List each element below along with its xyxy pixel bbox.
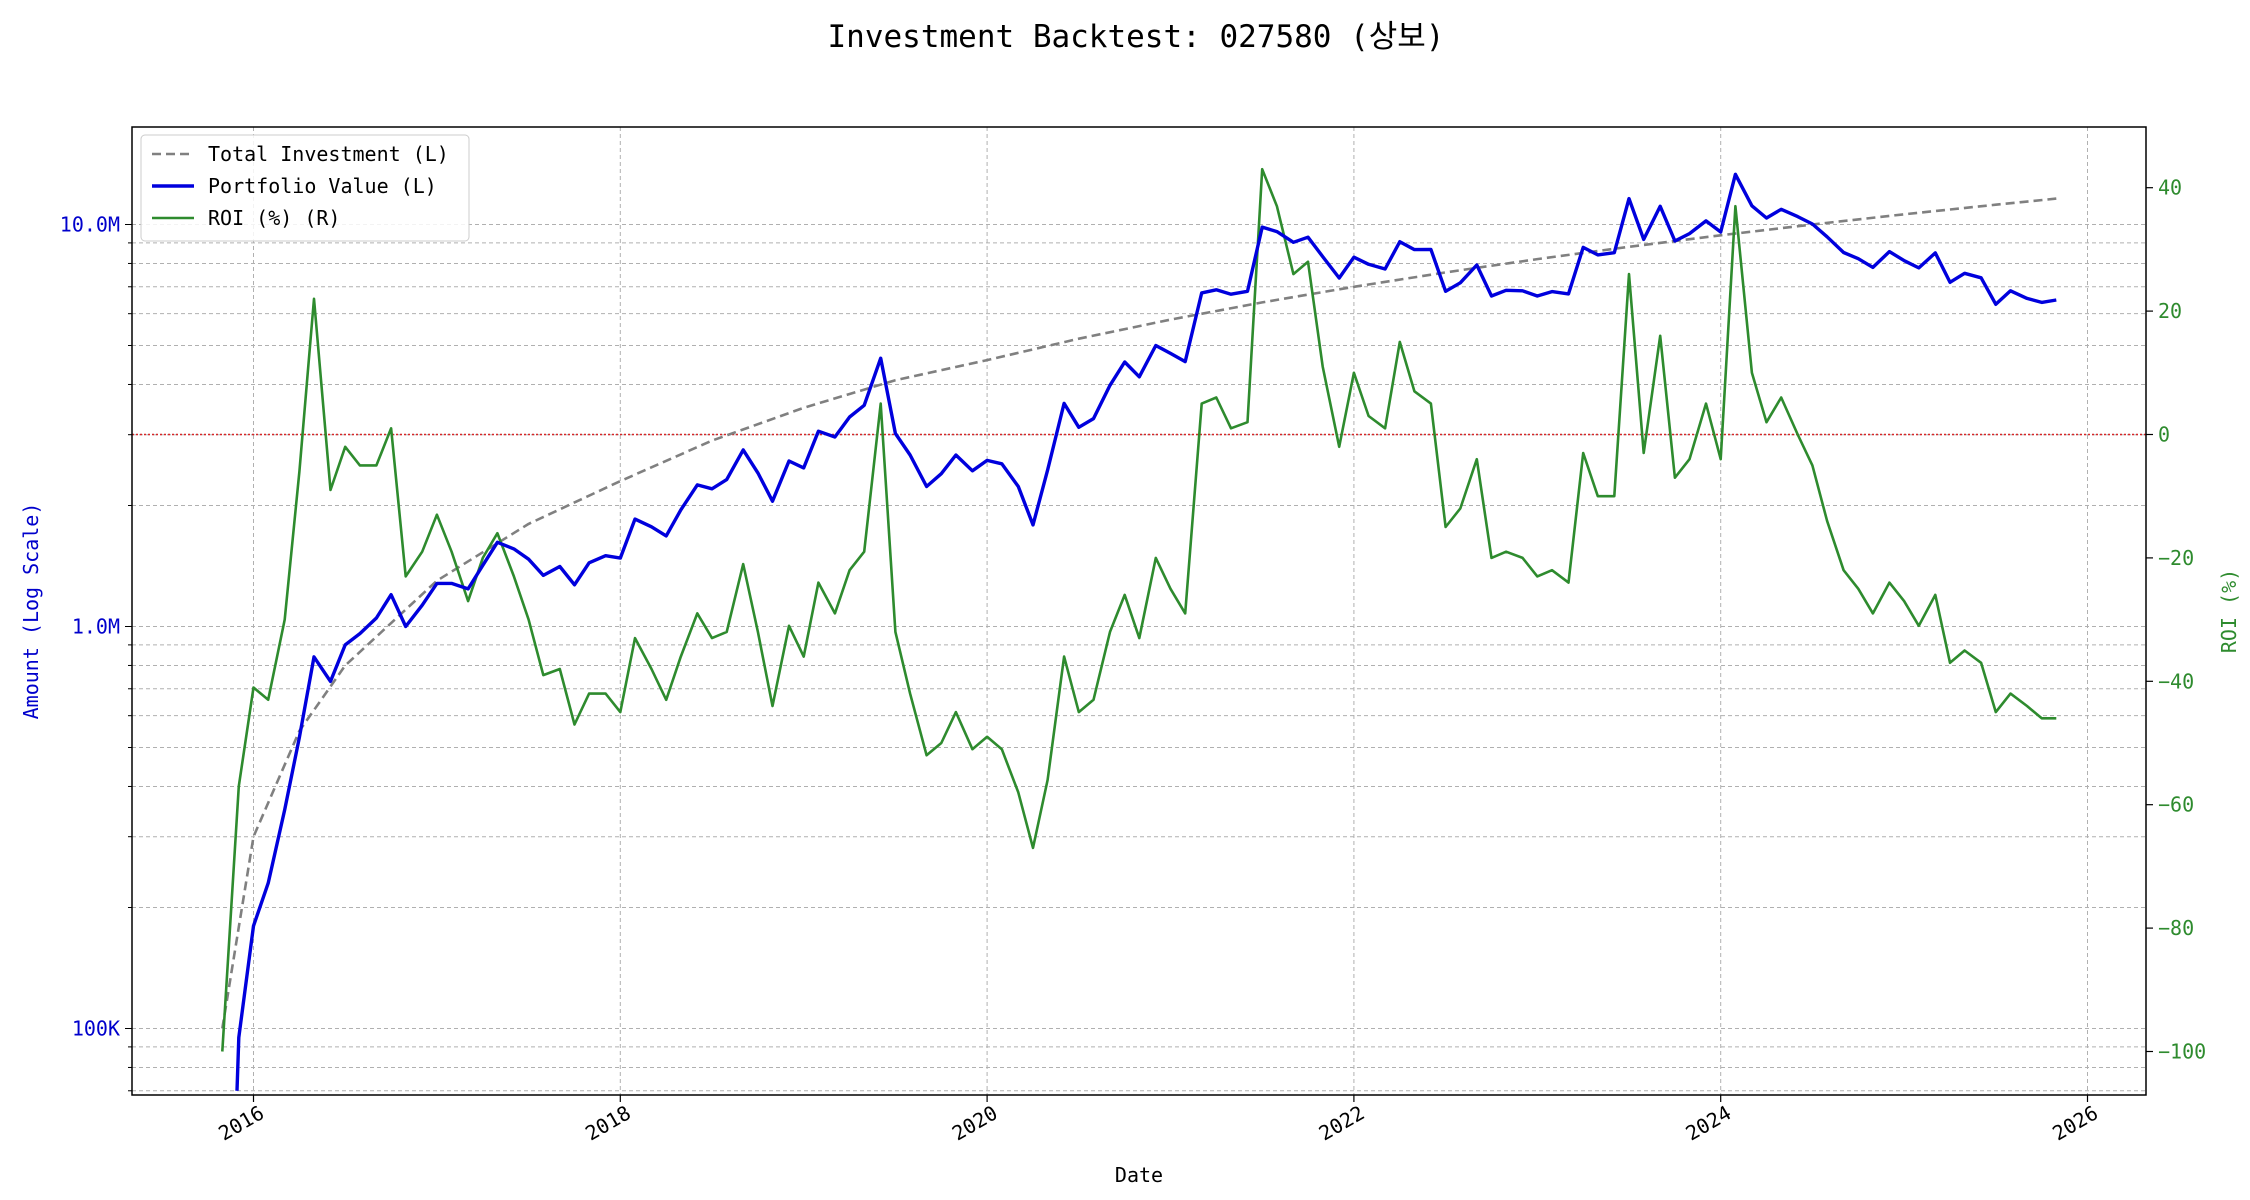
x-tick-label: 2026 — [2048, 1101, 2102, 1146]
legend-label: ROI (%) (R) — [208, 206, 340, 230]
y-right-tick-label: −100 — [2158, 1040, 2206, 1064]
y-right-tick-label: −60 — [2158, 793, 2194, 817]
y-left-axis-label: Amount (Log Scale) — [19, 503, 43, 720]
legend-label: Total Investment (L) — [208, 142, 449, 166]
axis-ticks: 2016 2018 2020 2022 2024 2026 100K 1.0M 10.0M −10… — [60, 176, 2206, 1146]
x-tick-label: 2016 — [214, 1101, 268, 1146]
y-left-tick-label: 10.0M — [60, 213, 120, 237]
y-right-tick-label: 40 — [2158, 176, 2182, 200]
legend-box — [140, 134, 470, 242]
y-right-tick-label: 0 — [2158, 423, 2170, 447]
series-layer — [132, 167, 2146, 1091]
y-right-tick-label: −40 — [2158, 669, 2194, 693]
roi-line — [221, 167, 2057, 1052]
x-tick-label: 2022 — [1315, 1101, 1369, 1146]
plot-frame — [131, 126, 2147, 1096]
y-right-tick-label: −20 — [2158, 546, 2194, 570]
y-right-axis-label: ROI (%) — [2217, 569, 2241, 653]
y-left-tick-label: 100K — [72, 1017, 120, 1041]
x-axis-label: Date — [1115, 1163, 1163, 1187]
y-right-tick-label: 20 — [2158, 299, 2182, 323]
y-right-tick-label: −80 — [2158, 916, 2194, 940]
legend-label: Portfolio Value (L) — [208, 174, 437, 198]
grid-lines — [132, 127, 2146, 1095]
total-investment-line — [221, 197, 2057, 1029]
x-tick-label: 2018 — [581, 1101, 635, 1146]
x-tick-label: 2024 — [1681, 1101, 1735, 1146]
x-tick-label: 2020 — [948, 1101, 1002, 1146]
portfolio-value-line — [235, 172, 2057, 1091]
chart-title: Investment Backtest: 027580 (상보) — [828, 19, 1445, 55]
legend: Total Investment (L) Portfolio Value (L) R… — [140, 134, 470, 242]
y-left-tick-label: 1.0M — [72, 615, 120, 639]
